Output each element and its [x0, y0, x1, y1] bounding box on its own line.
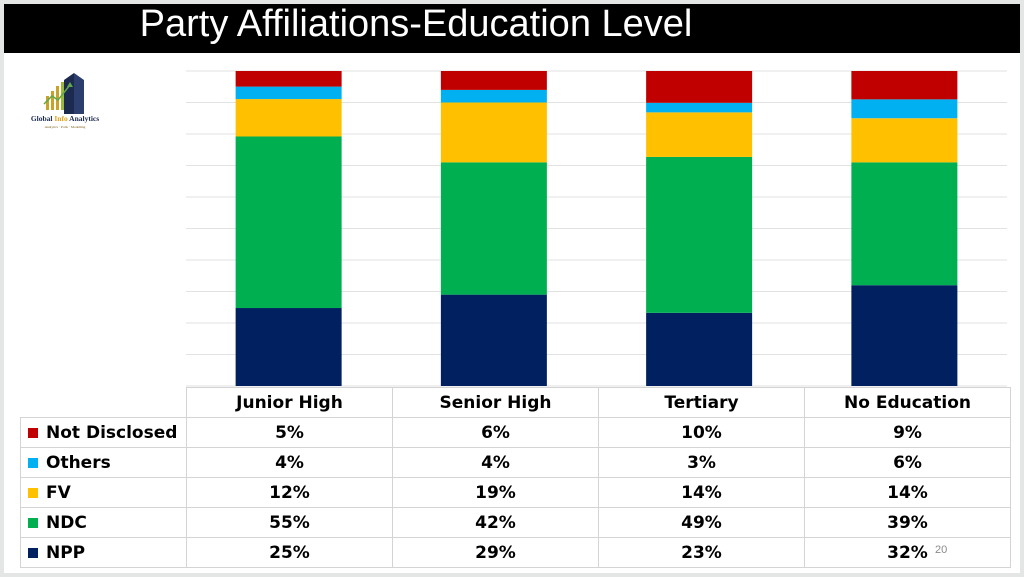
legend-swatch-icon: [28, 547, 38, 558]
bar-segment-fv: [851, 118, 958, 163]
data-value-cell: 6%: [392, 417, 599, 448]
bar-segment-not-disclosed: [646, 71, 753, 103]
legend-swatch-icon: [28, 487, 38, 498]
data-value-cell: 6%: [804, 447, 1011, 478]
title-bar: Party Affiliations-Education Level: [4, 4, 1020, 53]
bar-segment-others: [440, 89, 547, 103]
data-value-cell: 10%: [598, 417, 805, 448]
data-value-cell: 5%: [186, 417, 393, 448]
data-value-cell: 14%: [804, 477, 1011, 508]
bar-segment-others: [851, 99, 958, 119]
data-value-cell: 25%: [186, 537, 393, 568]
data-value-cell: 32%: [804, 537, 1011, 568]
company-logo: Global Info Analytics Analytics · Polls …: [20, 70, 110, 140]
table-row: NDC 55% 42% 49% 39%: [20, 507, 1011, 538]
series-label-cell: NDC: [20, 507, 187, 538]
series-name: FV: [46, 482, 71, 503]
table-row: FV 12% 19% 14% 14%: [20, 477, 1011, 508]
data-value-cell: 23%: [598, 537, 805, 568]
logo-tagline: Analytics · Polls · Modelling: [44, 125, 86, 129]
bar-segment-npp: [235, 308, 342, 386]
bar-segment-not-disclosed: [440, 71, 547, 90]
series-label-cell: Not Disclosed: [20, 417, 187, 448]
bar-segment-npp: [440, 294, 547, 386]
bar-segment-ndc: [646, 156, 753, 313]
series-name: Not Disclosed: [46, 422, 178, 443]
table-row: Not Disclosed 5% 6% 10% 9%: [20, 417, 1011, 448]
bar-segment-ndc: [851, 162, 958, 286]
legend-swatch-icon: [28, 457, 38, 468]
data-value-cell: 3%: [598, 447, 805, 478]
data-value-cell: 39%: [804, 507, 1011, 538]
data-value-cell: 4%: [392, 447, 599, 478]
bar-segment-fv: [440, 102, 547, 163]
bar-segment-fv: [235, 99, 342, 137]
data-value-cell: 42%: [392, 507, 599, 538]
stacked-bar-chart: [186, 70, 1007, 387]
category-header: Senior High: [392, 387, 599, 418]
data-value-cell: 9%: [804, 417, 1011, 448]
series-name: NDC: [46, 512, 87, 533]
bar-segment-others: [235, 86, 342, 100]
category-header: No Education: [804, 387, 1011, 418]
bar-segment-ndc: [440, 162, 547, 295]
slide: Party Affiliations-Education Level Globa…: [4, 4, 1020, 573]
slide-title: Party Affiliations-Education Level: [139, 4, 693, 45]
legend-swatch-icon: [28, 517, 38, 528]
bar-segment-others: [646, 102, 753, 113]
data-value-cell: 12%: [186, 477, 393, 508]
series-name: Others: [46, 452, 111, 473]
series-label-cell: Others: [20, 447, 187, 478]
data-value-cell: 29%: [392, 537, 599, 568]
table-corner-cell: [20, 387, 187, 418]
page-number: 20: [935, 544, 948, 556]
table-row: Others 4% 4% 3% 6%: [20, 447, 1011, 478]
bar-segment-fv: [646, 112, 753, 157]
logo-wordmark: Global Info Analytics: [30, 114, 100, 123]
data-value-cell: 4%: [186, 447, 393, 478]
series-label-cell: NPP: [20, 537, 187, 568]
logo-graphic-icon: [43, 73, 84, 114]
chart-data-table: Junior High Senior High Tertiary No Educ…: [20, 387, 1011, 568]
bar-segment-npp: [646, 312, 753, 386]
table-header-row: Junior High Senior High Tertiary No Educ…: [20, 387, 1011, 418]
category-header: Junior High: [186, 387, 393, 418]
series-label-cell: FV: [20, 477, 187, 508]
data-value-cell: 49%: [598, 507, 805, 538]
bar-segment-not-disclosed: [235, 71, 342, 87]
legend-swatch-icon: [28, 427, 38, 438]
table-row: NPP 25% 29% 23% 32%: [20, 537, 1011, 568]
bar-segment-npp: [851, 285, 958, 386]
bar-segment-ndc: [235, 136, 342, 309]
bar-segment-not-disclosed: [851, 71, 958, 100]
category-header: Tertiary: [598, 387, 805, 418]
data-value-cell: 14%: [598, 477, 805, 508]
data-value-cell: 19%: [392, 477, 599, 508]
series-name: NPP: [46, 542, 86, 563]
data-value-cell: 55%: [186, 507, 393, 538]
